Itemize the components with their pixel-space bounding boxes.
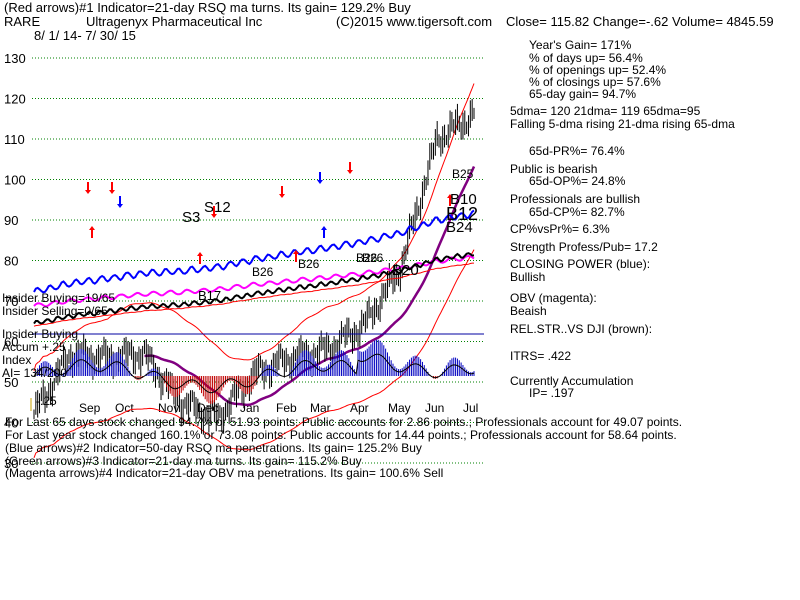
signal-arrow-head [85,190,91,194]
ticker-symbol: RARE [4,14,41,29]
signal-arrow-head [321,226,327,230]
y-tick-label: 50 [4,375,18,390]
cp65: 65d-CP%= 82.7% [529,205,625,219]
indicator-4-caption: (Magenta arrows)#4 Indicator=21-day OBV … [5,466,444,480]
closing-power-value: Bullish [510,270,546,284]
y-tick-label: 130 [4,51,26,66]
closing-power-label: CLOSING POWER (blue): [510,257,651,271]
x-tick-label: Mar [310,401,331,415]
accumulation-status: Currently Accumulation [510,374,634,388]
y-tick-label: 40 [4,416,18,431]
signal-arrow-head [447,194,453,198]
accumulation-ma-line [33,353,475,394]
pct-openings-up: % of openings up= 52.4% [529,63,667,77]
rel-strength-label: REL.STR..VS DJI (brown): [510,322,653,336]
upper-band-line [33,83,475,372]
x-tick-label: Apr [350,401,369,415]
signal-arrow-head [89,226,95,230]
op65: 65d-OP%= 24.8% [529,174,626,188]
ip-value: IP= .197 [529,386,575,400]
obv-value: Beaish [510,304,547,318]
signal-arrow-head [293,250,299,254]
signal-label: B25 [452,167,474,181]
obv-line [33,254,475,308]
signal-label: S3 [182,209,200,226]
y-tick-label: 30 [4,456,18,471]
rel-strength-line [33,252,475,325]
signal-arrows [85,162,453,264]
y-tick-label: 90 [4,213,18,228]
signal-label: B10 [450,191,477,208]
signal-label: B17 [198,288,221,303]
x-tick-label: Oct [115,401,134,415]
accum-positive-label: Accum +.25 [2,340,66,354]
signal-label: B26 [252,265,274,279]
x-tick-label: Sep [79,401,101,415]
signal-arrow-head [347,170,353,174]
x-tick-label: Jul [463,401,478,415]
y-tick-label: 100 [4,173,26,188]
ma-direction: Falling 5-dma rising 21-dma rising 65-dm… [510,117,735,131]
gain-65day: 65-day gain= 94.7% [529,87,637,101]
signal-label: B12 [446,204,478,224]
signal-arrow-head [197,252,203,256]
x-tick-label: May [388,401,411,415]
rel-strength-ma-line [33,262,474,327]
signal-label: B26 [298,257,320,271]
footer-65day-summary: For Last 65 days stock changed 94.7% or … [5,415,683,429]
date-x-axis-ticks: Sep Oct Nov Dec Jan Feb Mar Apr May Jun Jul [79,401,478,415]
signal-label: B24 [446,219,473,236]
pct-closings-up: % of closings up= 57.6% [529,75,661,89]
signal-arrow-head [279,194,285,198]
footer-year-summary: For Last year stock changed 160.1% or 73… [5,428,677,442]
accum-negative-label: -.25 [36,394,57,408]
signal-arrow-head [317,180,323,184]
signal-arrow-head [117,204,123,208]
obv-label: OBV (magenta): [510,291,597,305]
y-tick-label: 110 [4,132,25,147]
company-name: Ultragenyx Pharmaceutical Inc [86,14,263,29]
price-y-axis-ticks: 130 120 110 100 90 80 70 60 50 40 30 [4,51,26,471]
x-tick-label: Feb [276,401,297,415]
itrs-value: ITRS= .422 [510,349,572,363]
public-label: Public is bearish [510,162,598,176]
cp-vs-pr: CP%vsPr%= 6.3% [510,222,610,236]
quote-summary: Close= 115.82 Change=-.62 Volume= 4845.5… [506,14,774,29]
strength-ratio: Strength Profess/Pub= 17.2 [510,240,658,254]
y-tick-label: 60 [4,335,18,350]
years-gain: Year's Gain= 171% [529,38,632,52]
signal-arrow-head [211,214,217,218]
y-tick-label: 120 [4,92,26,107]
signal-arrow-head [109,190,115,194]
x-tick-label: Jun [425,401,444,415]
moving-averages: 5dma= 120 21dma= 119 65dma=95 [510,104,701,118]
ai-value: AI= 134/200 [2,366,68,380]
insider-selling-count: Insider Selling=0/65 [2,304,108,318]
y-tick-label: 80 [4,254,18,269]
professionals-label: Professionals are bullish [510,192,641,206]
signal-label: S12 [204,199,231,216]
signal-label: B26 [362,251,384,265]
closing-power-line [33,209,475,294]
accumulation-histogram [35,339,475,404]
x-tick-label: Dec [197,401,218,415]
date-range: 8/ 1/ 14- 7/ 30/ 15 [34,28,136,43]
indicator-2-caption: (Blue arrows)#2 Indicator=50-day RSQ ma … [5,441,422,455]
signal-label: B26 [356,251,378,265]
y-tick-label: 70 [4,294,18,309]
insider-buying-count: Insider Buying=19/65 [2,291,116,305]
signal-label: B20 [392,262,419,279]
copyright-text: (C)2015 www.tigersoft.com [336,14,493,29]
index-label: Index [2,353,32,367]
pr65: 65d-PR%= 76.4% [529,144,625,158]
price-grid-lines [32,57,484,464]
indicator-3-caption: (Green arrows)#3 Indicator=21-day ma tur… [5,454,362,468]
indicator-1-caption: (Red arrows)#1 Indicator=21-day RSQ ma t… [4,0,411,15]
lower-band-line [33,249,475,458]
pct-days-up: % of days up= 56.4% [529,51,643,65]
insider-buying-label: Insider Buying [2,327,79,341]
